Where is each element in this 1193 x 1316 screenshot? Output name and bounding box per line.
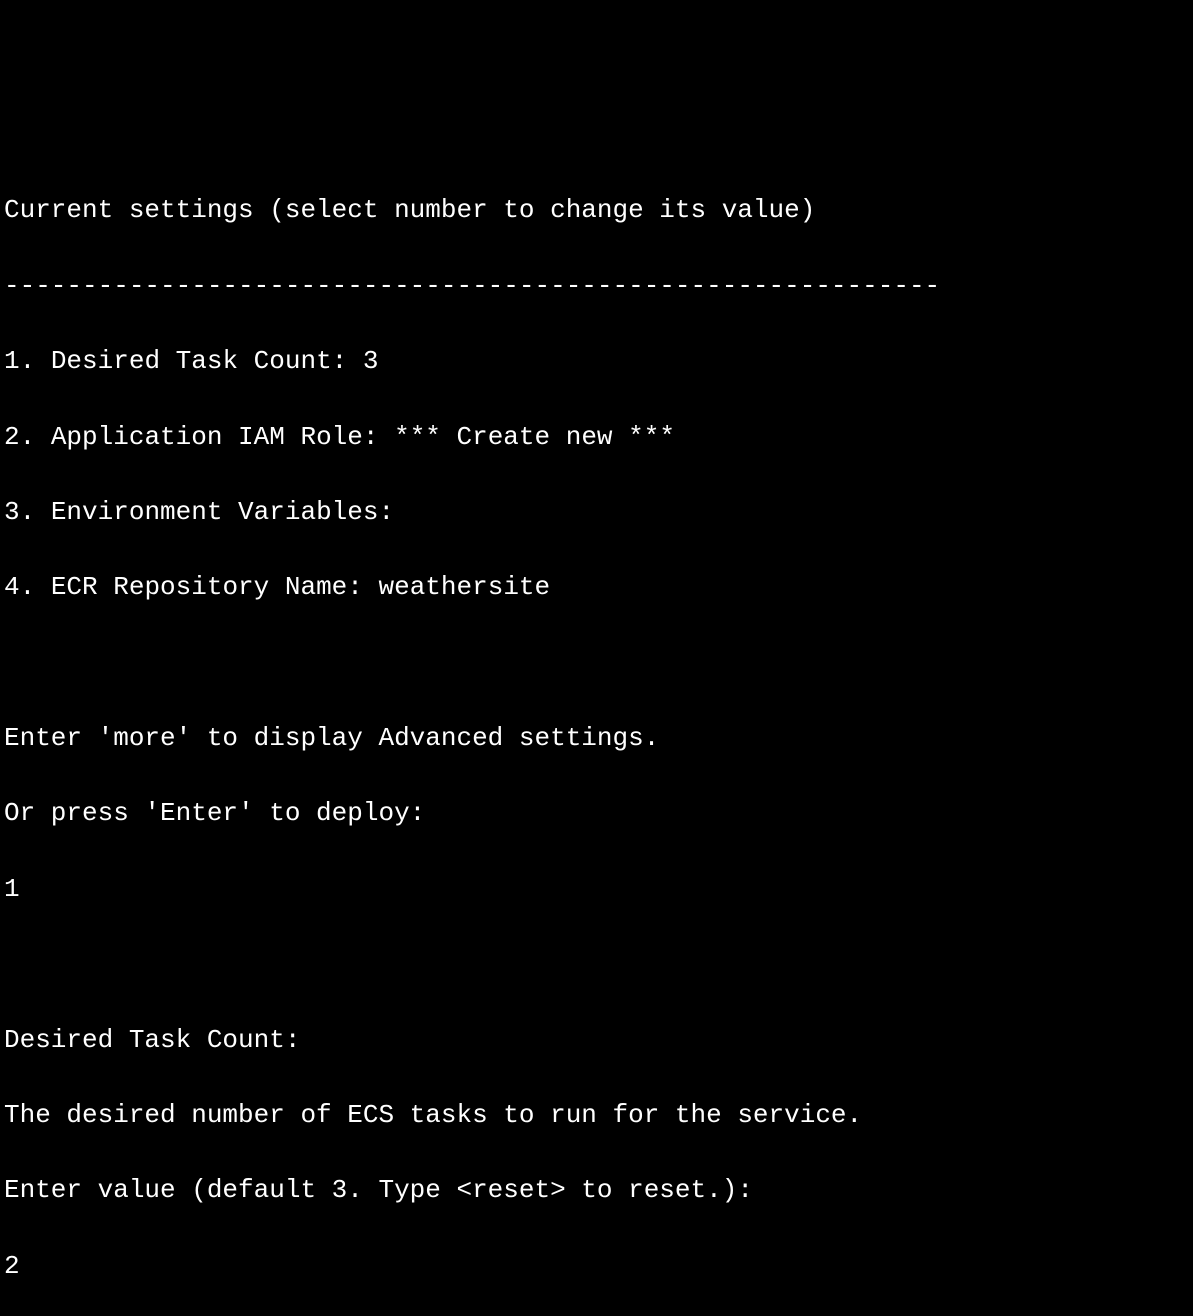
- setting-num: 2.: [4, 422, 35, 452]
- setting-row-4: 4. ECR Repository Name: weathersite: [4, 569, 1189, 607]
- hint-line-1: Enter 'more' to display Advanced setting…: [4, 720, 1189, 758]
- prompt-description: The desired number of ECS tasks to run f…: [4, 1097, 1189, 1135]
- setting-row-3: 3. Environment Variables:: [4, 494, 1189, 532]
- blank-line: [4, 946, 1189, 984]
- setting-num: 1.: [4, 346, 35, 376]
- prompt-input-label: Enter value (default 3. Type <reset> to …: [4, 1172, 1189, 1210]
- settings-header: Current settings (select number to chang…: [4, 192, 1189, 230]
- setting-value: weathersite: [379, 572, 551, 602]
- setting-num: 4.: [4, 572, 35, 602]
- setting-label: Desired Task Count:: [51, 346, 347, 376]
- prompt-title: Desired Task Count:: [4, 1022, 1189, 1060]
- setting-row-1: 1. Desired Task Count: 3: [4, 343, 1189, 381]
- setting-label: Application IAM Role:: [51, 422, 379, 452]
- setting-row-2: 2. Application IAM Role: *** Create new …: [4, 419, 1189, 457]
- user-input-1[interactable]: 1: [4, 871, 1189, 909]
- setting-value: *** Create new ***: [394, 422, 675, 452]
- divider-line: ----------------------------------------…: [4, 268, 1189, 306]
- setting-value: 3: [363, 346, 379, 376]
- setting-label: Environment Variables:: [51, 497, 394, 527]
- setting-num: 3.: [4, 497, 35, 527]
- terminal-output: Current settings (select number to chang…: [4, 155, 1189, 1316]
- user-input-2[interactable]: 2: [4, 1248, 1189, 1286]
- hint-line-2: Or press 'Enter' to deploy:: [4, 795, 1189, 833]
- setting-label: ECR Repository Name:: [51, 572, 363, 602]
- blank-line: [4, 645, 1189, 683]
